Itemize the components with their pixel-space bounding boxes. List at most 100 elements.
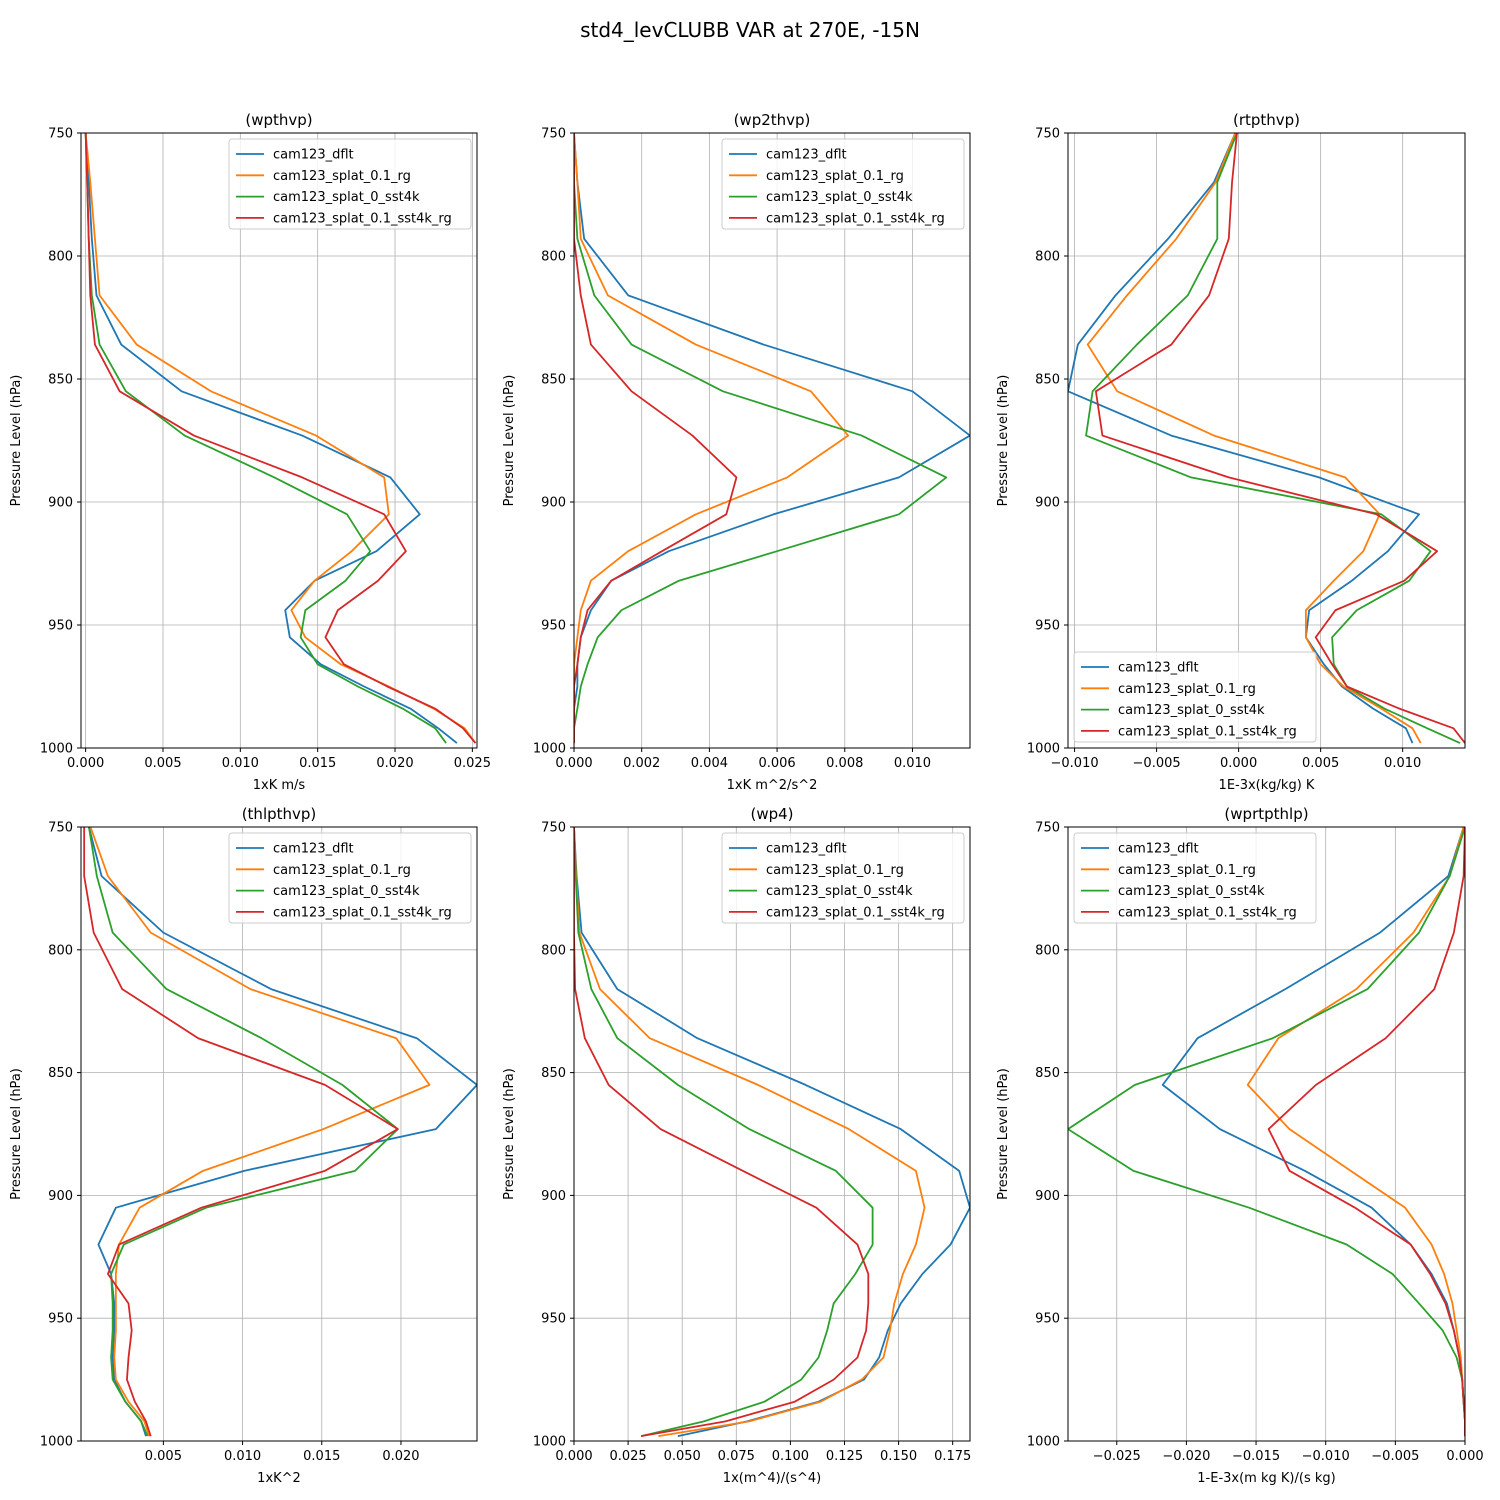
chart-panel: −0.010 −0.005 0.000 0.005 0.010 750 800 850 900 9…: [996, 111, 1466, 793]
y-tick-label: 850: [48, 1066, 73, 1081]
y-tick-label: 750: [1035, 127, 1060, 142]
legend-entry: cam123_dflt: [273, 842, 354, 857]
figure-title: std4_levCLUBB VAR at 270E, -15N: [580, 18, 920, 42]
legend-box: [721, 832, 965, 924]
panel-title: (wp2thvp): [734, 111, 811, 129]
y-tick-label: 1000: [533, 1435, 566, 1450]
legend: cam123_dflt cam123_splat_0.1_rg cam123_spl…: [721, 832, 965, 924]
series-line: [574, 827, 870, 1437]
legend-entry: cam123_splat_0.1_rg: [273, 863, 411, 878]
y-tick-label: 950: [541, 1312, 566, 1327]
x-tick-label: 0.000: [555, 756, 592, 771]
x-tick-label: −0.005: [1133, 756, 1181, 771]
x-tick-label: 0.000: [1220, 756, 1257, 771]
series-line: [1068, 133, 1420, 744]
legend-entry: cam123_splat_0_sst4k: [766, 884, 913, 899]
x-axis-label: 1E-3x(kg/kg) K: [1219, 778, 1315, 793]
y-tick-label: 950: [541, 619, 566, 634]
x-axis-label: 1x(m^4)/(s^4): [723, 1471, 821, 1486]
y-axis-label: Pressure Level (hPa): [502, 375, 517, 507]
y-axis-label: Pressure Level (hPa): [9, 1068, 24, 1200]
legend-entry: cam123_splat_0_sst4k: [766, 190, 913, 205]
plot-frame: [80, 132, 478, 749]
series-line: [89, 827, 431, 1437]
legend-entry: cam123_splat_0_sst4k: [1118, 884, 1265, 899]
y-tick-label: 800: [48, 943, 73, 958]
y-tick-label: 800: [541, 943, 566, 958]
legend-entry: cam123_splat_0_sst4k: [1118, 703, 1265, 718]
y-tick-label: 950: [1035, 619, 1060, 634]
x-tick-label: 0.004: [691, 756, 728, 771]
y-tick-label: 900: [541, 496, 566, 511]
x-tick-label: 0.075: [718, 1449, 755, 1464]
y-tick-label: 750: [48, 127, 73, 142]
legend-box: [228, 138, 472, 230]
legend-entry: cam123_splat_0_sst4k: [273, 190, 420, 205]
legend: cam123_dflt cam123_splat_0.1_rg cam123_spl…: [1073, 832, 1317, 924]
y-tick-label: 1000: [1027, 1435, 1060, 1450]
y-tick-label: 800: [1035, 943, 1060, 958]
legend-entry: cam123_splat_0.1_sst4k_rg: [766, 211, 945, 226]
x-tick-label: 0.100: [772, 1449, 809, 1464]
x-axis-label: 1xK m/s: [253, 778, 306, 793]
x-tick-label: 0.000: [67, 756, 104, 771]
y-tick-label: 750: [1035, 821, 1060, 836]
chart-panel: 0.000 0.025 0.050 0.075 0.100 0.125 0.150 0.175…: [502, 805, 971, 1486]
chart-panel: 0.000 0.002 0.004 0.006 0.008 0.010 750 800 850 9…: [502, 111, 971, 793]
series-lines: [84, 133, 477, 744]
series-line: [1086, 133, 1422, 744]
series-line: [574, 133, 970, 744]
y-tick-label: 950: [48, 619, 73, 634]
panel-title: (wpthvp): [245, 111, 312, 129]
x-tick-label: 0.025: [609, 1449, 646, 1464]
legend-entry: cam123_splat_0.1_sst4k_rg: [273, 211, 452, 226]
legend-box: [1073, 832, 1317, 924]
x-tick-label: 0.005: [144, 756, 181, 771]
y-tick-label: 850: [541, 1066, 566, 1081]
series-line: [574, 827, 874, 1437]
series-line: [574, 133, 738, 744]
x-tick-label: −0.025: [1093, 1449, 1141, 1464]
y-tick-label: 750: [48, 821, 73, 836]
x-tick-label: 0.015: [299, 756, 336, 771]
legend-box: [228, 832, 472, 924]
series-line: [574, 133, 948, 744]
series-lines: [1068, 827, 1465, 1437]
y-tick-label: 1000: [40, 1435, 73, 1450]
x-tick-label: −0.010: [1051, 756, 1099, 771]
y-tick-label: 800: [48, 250, 73, 265]
legend: cam123_dflt cam123_splat_0.1_rg cam123_spl…: [721, 138, 965, 230]
x-tick-label: 0.000: [1446, 1449, 1483, 1464]
legend-entry: cam123_splat_0.1_rg: [1118, 682, 1256, 697]
x-axis-label: 1-E-3x(m kg K)/(s kg): [1197, 1471, 1335, 1486]
legend: cam123_dflt cam123_splat_0.1_rg cam123_spl…: [1073, 651, 1317, 743]
y-tick-label: 950: [48, 1312, 73, 1327]
x-tick-label: −0.020: [1162, 1449, 1210, 1464]
x-tick-label: 0.010: [1384, 756, 1421, 771]
y-tick-label: 850: [1035, 373, 1060, 388]
x-tick-label: 0.050: [664, 1449, 701, 1464]
series-line: [83, 827, 399, 1437]
x-axis-label: 1xK m^2/s^2: [727, 778, 818, 793]
chart-panel: −0.025 −0.020 −0.015 −0.010 −0.005 0.000 750 80…: [996, 805, 1484, 1486]
y-tick-label: 750: [541, 127, 566, 142]
x-tick-label: 0.005: [145, 1449, 182, 1464]
x-tick-label: 0.002: [623, 756, 660, 771]
series-lines: [574, 827, 970, 1437]
x-tick-label: 0.008: [826, 756, 863, 771]
y-axis-label: Pressure Level (hPa): [996, 375, 1011, 507]
panel-title: (wp4): [750, 805, 793, 823]
plot-frame: [573, 132, 971, 749]
legend-entry: cam123_splat_0_sst4k: [273, 884, 420, 899]
x-tick-label: 0.010: [224, 1449, 261, 1464]
y-axis-label: Pressure Level (hPa): [9, 375, 24, 507]
series-line: [1094, 133, 1465, 744]
series-line: [84, 133, 458, 744]
series-line: [88, 827, 477, 1437]
series-lines: [83, 827, 477, 1437]
x-tick-label: 0.175: [934, 1449, 971, 1464]
x-tick-label: 0.010: [222, 756, 259, 771]
x-tick-label: 0.010: [894, 756, 931, 771]
